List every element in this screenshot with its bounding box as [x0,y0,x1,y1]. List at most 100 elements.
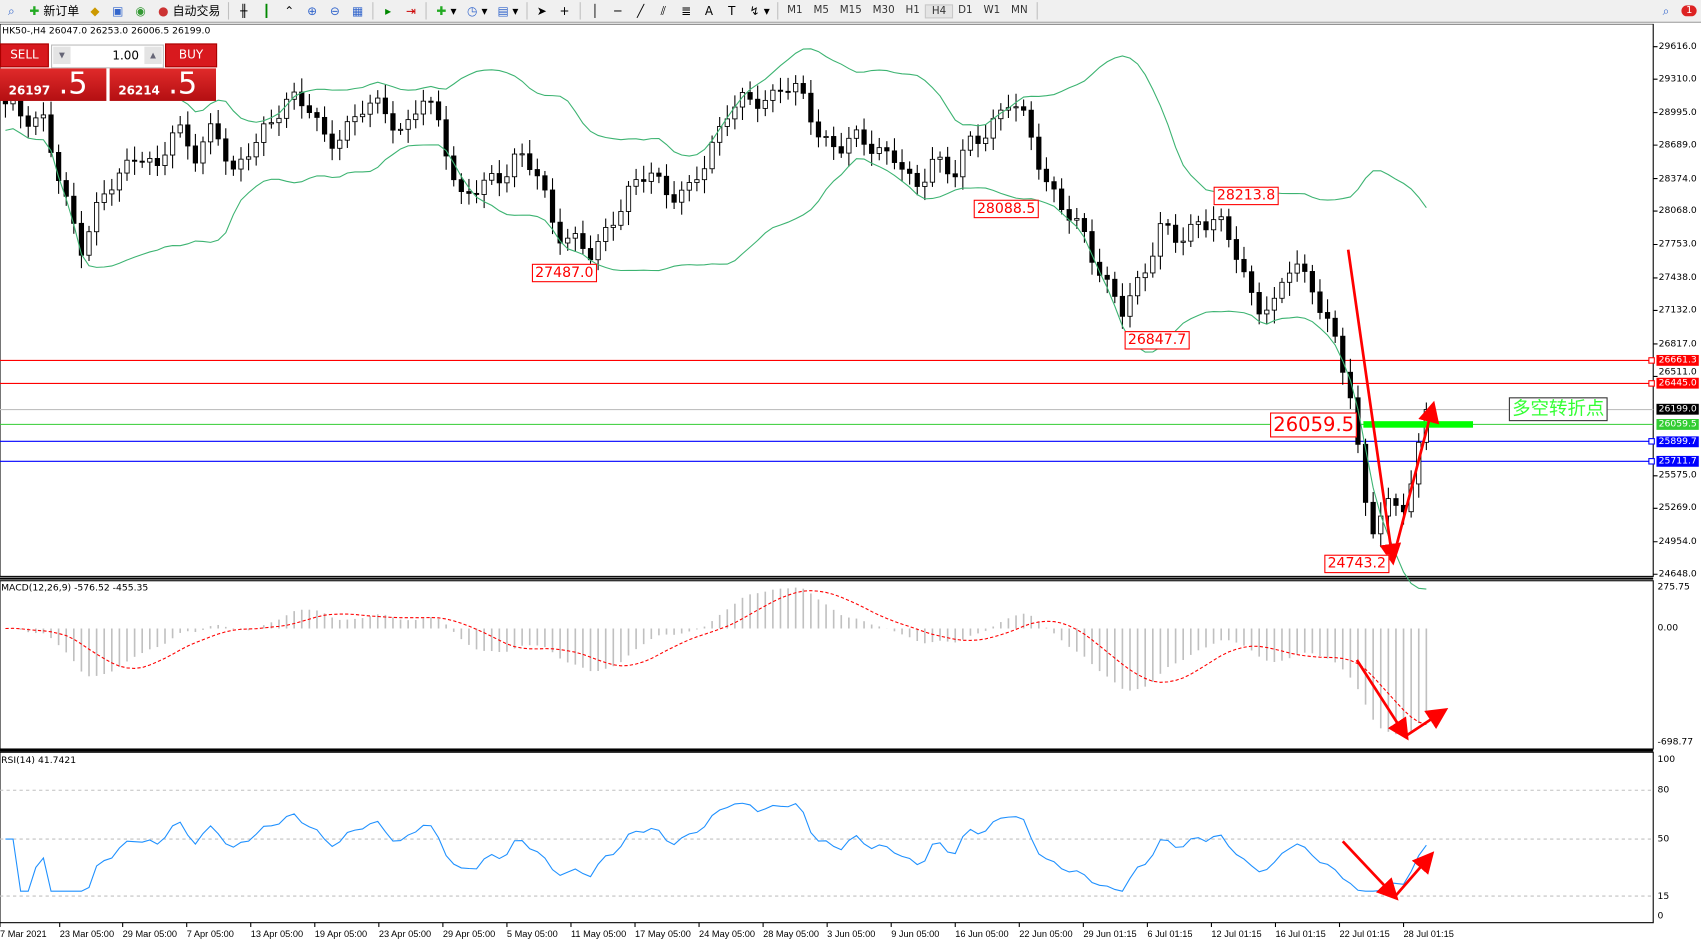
rsi-line [5,802,1427,892]
auto-trading-button[interactable]: ● 自动交易 [152,1,225,21]
ask-price[interactable]: 26214 .5 [109,65,217,101]
new-order-button[interactable]: ✚ 新订单 [23,1,84,21]
candle-body [656,172,662,177]
timeframe-m5[interactable]: M5 [813,3,829,16]
zoom-out-icon: ⊖ [329,3,340,18]
candle-body [694,179,700,183]
rsi-axis-label: 15 [1657,890,1670,902]
candle-body [321,116,328,135]
timeframe-m1[interactable]: M1 [787,3,803,16]
date-axis-label: 29 Mar 05:00 [122,928,178,939]
candle-body [975,135,981,144]
timeframe-h1[interactable]: H1 [905,3,920,16]
date-axis-label: 16 Jun 05:00 [955,928,1009,939]
candle-body [823,136,829,138]
indicators-button[interactable]: ✚ ▾ [430,1,461,21]
zoom-out-button[interactable]: ⊖ [323,1,346,21]
search-icon-left[interactable]: ⌕ [8,3,15,18]
price-line-tag: 26199.0 [1656,404,1699,415]
bid-price[interactable]: 26197 .5 [0,65,107,101]
macd-axis-label: -698.77 [1657,737,1694,748]
vertical-line-button[interactable]: │ [584,1,607,21]
signals-button[interactable]: ◉ [129,1,152,21]
candle-body [899,162,905,170]
price-chart[interactable] [0,23,1701,942]
candle-body [519,153,525,156]
timeframe-mn[interactable]: MN [1011,3,1028,16]
candle-body [1059,188,1065,210]
candle-body [884,147,890,152]
cursor-button[interactable]: ➤ [530,1,553,21]
candle-body [230,160,236,170]
candle-body [466,191,472,194]
horizontal-line-button[interactable]: ─ [606,1,629,21]
experts-button[interactable]: ◆ [84,1,107,21]
candle-body [337,139,343,149]
bollinger-upper [5,48,1427,209]
lot-decrease-button[interactable]: ▼ [53,46,71,65]
price-annotation: 26847.7 [1124,331,1190,350]
buy-button[interactable]: BUY [164,43,218,68]
periods-button[interactable]: ◷ ▾ [467,3,488,18]
bollinger-lower [5,128,1427,590]
sell-button[interactable]: SELL [0,43,49,68]
candle-body [831,136,837,148]
candle-body [314,112,320,118]
candle-body [405,119,411,130]
candle-body [245,156,252,160]
terminal-button[interactable]: ▣ [106,1,129,21]
date-axis-label: 29 Jun 01:15 [1083,928,1137,939]
candle-body [1241,258,1247,273]
timeframe-h4[interactable]: H4 [925,3,953,18]
lot-size-input[interactable]: ▼ 1.00 ▲ [51,44,164,69]
arrows-button[interactable]: ↯ ▾ [743,1,774,21]
crosshair-button[interactable]: + [553,1,576,21]
timeframe-m15[interactable]: M15 [839,3,862,16]
candle-body [610,224,616,228]
candle-body [1309,271,1315,293]
channel-button[interactable]: ⫽ [652,1,675,21]
line-chart-button[interactable]: ⌃ [278,1,301,21]
trendline-button[interactable]: ╱ [629,1,652,21]
date-axis-label: 12 Jul 01:15 [1211,928,1262,939]
notifications-button[interactable]: 1 [1677,1,1701,21]
price-axis-label: 28374.0 [1658,173,1697,184]
date-axis-label: 29 Apr 05:00 [442,928,496,939]
date-axis-label: 28 Jul 01:15 [1403,928,1454,939]
bar-chart-button[interactable]: ╫ [232,1,255,21]
tile-windows-button[interactable]: ▦ [346,1,369,21]
candle-body [1317,291,1323,313]
candle-body [1226,216,1232,240]
templates-button[interactable]: ▤ ▾ [497,3,519,18]
macd-label: MACD(12,26,9) -576.52 -455.35 [1,582,149,594]
lot-increase-button[interactable]: ▲ [144,46,162,65]
date-axis-label: 13 Apr 05:00 [250,928,304,939]
chart-shift-button[interactable]: ⇥ [399,1,422,21]
candle-body [800,83,806,94]
price-line-tag: 25899.7 [1656,435,1699,447]
rsi-down-arrow [1341,840,1399,901]
timeframe-d1[interactable]: D1 [958,3,973,16]
candle-body [1089,231,1095,263]
candle-body [56,152,62,181]
search-button[interactable]: ⌕ [1655,1,1678,21]
candle-body [443,119,449,157]
candle-body [1013,106,1019,109]
label-button[interactable]: T [720,1,743,21]
candle-body [1294,263,1300,274]
zoom-in-button[interactable]: ⊕ [301,1,324,21]
candle-body [914,172,920,187]
autoscroll-button[interactable]: ▸ [377,1,400,21]
candle-chart-button[interactable]: ┃ [255,1,278,21]
timeframe-m30[interactable]: M30 [872,3,895,16]
date-axis-label: 16 Jul 01:15 [1275,928,1326,939]
tile-icon: ▦ [352,3,364,18]
candle-body [1172,224,1179,243]
search-icon: ⌕ [1662,3,1670,18]
turning-point-bar [1363,421,1474,428]
text-button[interactable]: A [698,1,721,21]
candle-body [1210,219,1217,231]
timeframe-w1[interactable]: W1 [983,3,1001,16]
fibonacci-button[interactable]: ≣ [675,1,698,21]
signal-icon: ◉ [135,3,146,18]
